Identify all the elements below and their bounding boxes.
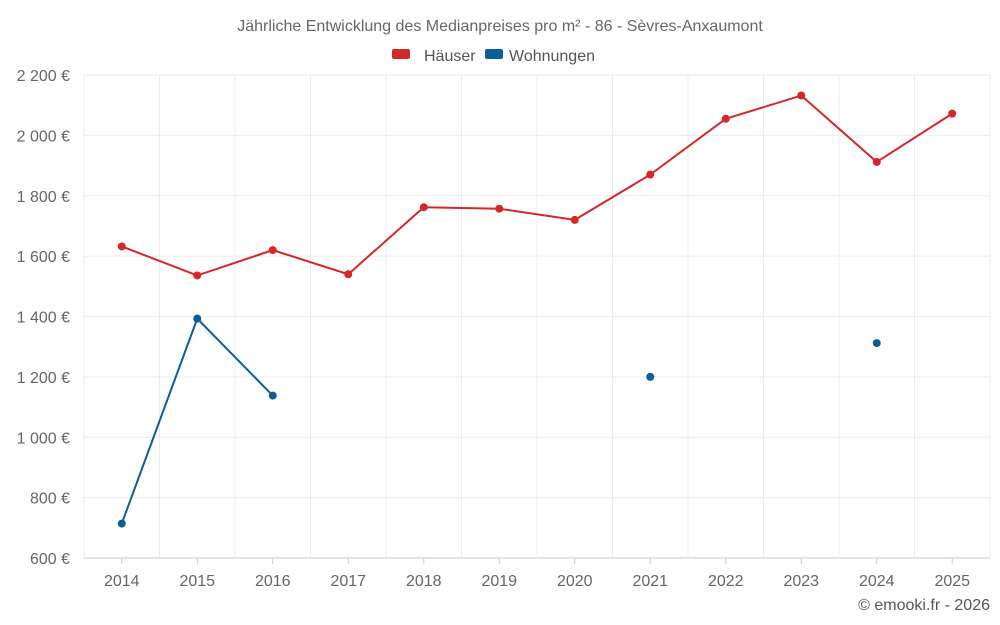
x-tick-label: 2022 (708, 573, 744, 590)
x-tick-label: 2018 (406, 573, 442, 590)
grid (83, 74, 991, 559)
data-point[interactable] (646, 170, 655, 179)
legend: Häuser Wohnungen (392, 48, 595, 65)
data-point[interactable] (872, 339, 881, 348)
data-point[interactable] (268, 391, 277, 400)
x-tick-label: 2019 (481, 573, 517, 590)
data-point[interactable] (193, 271, 202, 280)
data-point[interactable] (570, 215, 579, 224)
x-tick-label: 2014 (104, 573, 140, 590)
x-axis: 2014 2015 2016 2017 2018 2019 2020 2021 2022 2023… (104, 558, 970, 590)
series (117, 91, 957, 528)
y-tick-label: 1 800 € (17, 189, 70, 206)
data-point[interactable] (268, 246, 277, 255)
y-tick-label: 600 € (30, 551, 70, 568)
chart-title: Jährliche Entwicklung des Medianpreises … (237, 18, 763, 35)
data-point[interactable] (495, 204, 504, 213)
data-point[interactable] (344, 270, 353, 279)
data-point[interactable] (419, 203, 428, 212)
legend-label-wohnungen: Wohnungen (509, 48, 595, 65)
x-tick-label: 2017 (330, 573, 366, 590)
y-tick-label: 800 € (30, 491, 70, 508)
data-point[interactable] (872, 157, 881, 166)
data-point[interactable] (948, 109, 957, 118)
data-point[interactable] (646, 372, 655, 381)
x-tick-label: 2024 (859, 573, 895, 590)
x-tick-label: 2016 (255, 573, 291, 590)
y-tick-label: 1 400 € (17, 310, 70, 327)
series-line (120, 317, 274, 524)
data-point[interactable] (117, 242, 126, 251)
legend-item-wohnungen[interactable]: Wohnungen (485, 48, 595, 65)
x-tick-label: 2020 (557, 573, 593, 590)
data-point[interactable] (117, 519, 126, 528)
y-axis: 600 € 800 € 1 000 € 1 200 € 1 400 € 1 600 € 1 … (17, 68, 70, 568)
y-tick-label: 1 200 € (17, 370, 70, 387)
y-tick-label: 1 000 € (17, 430, 70, 447)
legend-swatch-wohnungen (485, 49, 503, 59)
y-tick-label: 2 000 € (17, 128, 70, 145)
data-point[interactable] (721, 114, 730, 123)
x-tick-label: 2021 (632, 573, 668, 590)
series-1 (117, 314, 881, 528)
series-line (121, 94, 953, 277)
legend-label-haeuser: Häuser (424, 48, 476, 65)
y-tick-label: 1 600 € (17, 249, 70, 266)
series-0 (117, 91, 957, 280)
credit: © emooki.fr - 2026 (858, 597, 990, 614)
y-tick-label: 2 200 € (17, 68, 70, 85)
legend-item-haeuser[interactable]: Häuser (392, 48, 476, 65)
data-point[interactable] (193, 314, 202, 323)
x-tick-label: 2023 (783, 573, 819, 590)
legend-swatch-haeuser (392, 49, 410, 59)
x-tick-label: 2025 (934, 573, 970, 590)
data-point[interactable] (797, 91, 806, 100)
x-tick-label: 2015 (179, 573, 215, 590)
